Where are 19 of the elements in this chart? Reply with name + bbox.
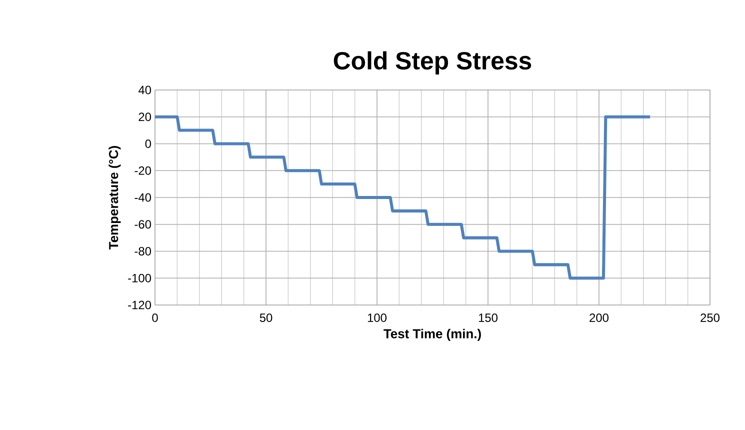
- y-tick-label: -100: [128, 274, 152, 282]
- x-tick-label: 0: [152, 314, 158, 322]
- y-tick-label: 40: [138, 86, 152, 94]
- x-tick-label: 100: [368, 314, 387, 322]
- y-tick-label: -60: [134, 220, 152, 229]
- y-tick-label: -120: [128, 300, 152, 310]
- y-tick-label: -20: [134, 166, 152, 175]
- y-tick-label: -80: [134, 247, 152, 256]
- chart-title: Cold Step Stress: [334, 51, 532, 75]
- x-tick-label: 250: [700, 314, 720, 322]
- y-tick-label: 0: [145, 140, 152, 148]
- x-tick-label: 50: [260, 314, 272, 322]
- y-tick-label: -40: [134, 193, 152, 202]
- x-tick-label: 150: [478, 314, 498, 322]
- y-tick-label: 20: [138, 112, 152, 122]
- x-axis-title: Test Time (min.): [384, 328, 481, 341]
- y-axis-title: Temperature (°C): [108, 146, 121, 250]
- line-series: [155, 115, 652, 280]
- x-tick-label: 200: [590, 314, 609, 322]
